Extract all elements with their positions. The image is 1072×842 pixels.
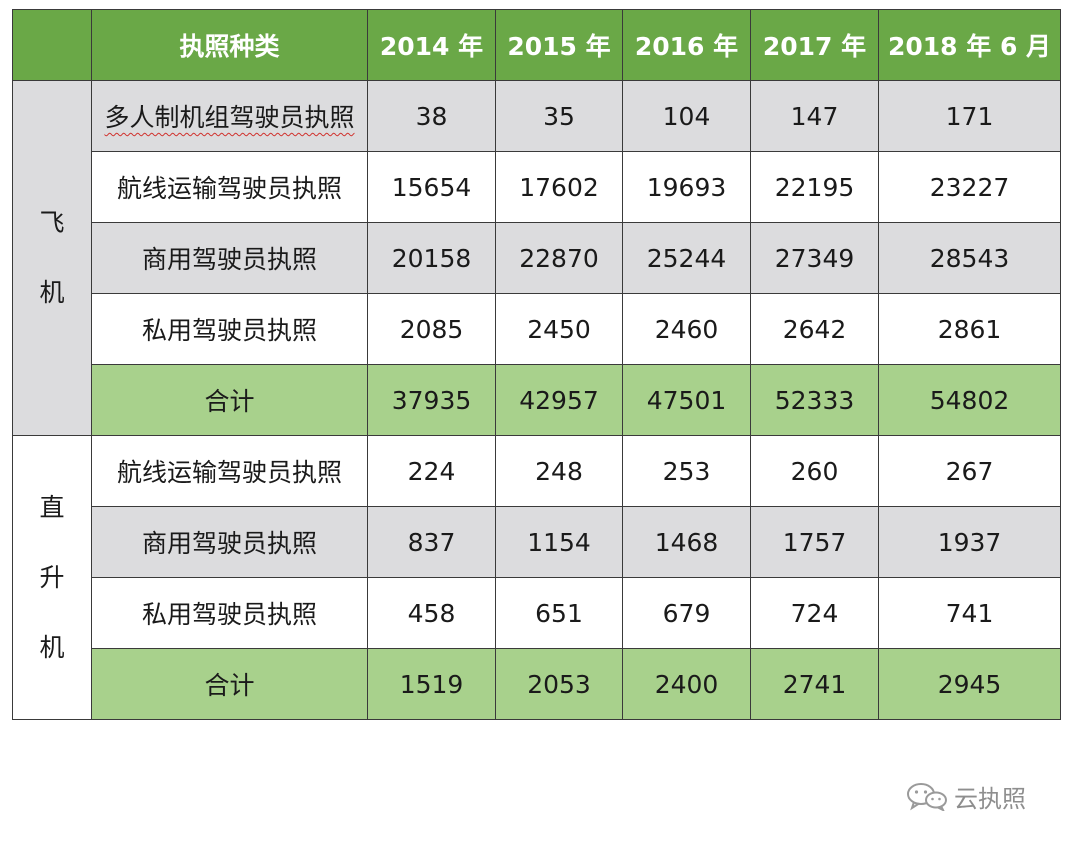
total-value: 2741 xyxy=(750,648,879,720)
license-type-cell: 私用驾驶员执照 xyxy=(91,293,368,365)
total-label: 合计 xyxy=(91,364,368,436)
value-cell: 15654 xyxy=(367,151,496,223)
license-type-cell: 商用驾驶员执照 xyxy=(91,506,368,578)
license-type-cell: 私用驾驶员执照 xyxy=(91,577,368,649)
value-cell: 248 xyxy=(495,435,623,507)
value-cell: 253 xyxy=(622,435,751,507)
header-year: 2018 年 6 月 xyxy=(878,9,1061,81)
header-year: 2016 年 xyxy=(622,9,751,81)
total-row: 合计 1519 2053 2400 2741 2945 xyxy=(13,648,1061,720)
license-type-cell: 多人制机组驾驶员执照 xyxy=(91,80,368,152)
value-cell: 2642 xyxy=(750,293,879,365)
value-cell: 2085 xyxy=(367,293,496,365)
value-cell: 20158 xyxy=(367,222,496,294)
total-value: 37935 xyxy=(367,364,496,436)
total-value: 42957 xyxy=(495,364,623,436)
license-type-cell: 航线运输驾驶员执照 xyxy=(91,151,368,223)
wechat-icon xyxy=(907,783,947,811)
header-row: 执照种类 2014 年 2015 年 2016 年 2017 年 2018 年 … xyxy=(12,9,1061,81)
table-row: 飞 机 多人制机组驾驶员执照 38 35 104 147 171 xyxy=(12,80,1061,436)
group-label-airplane: 飞 机 xyxy=(12,80,92,436)
value-cell: 741 xyxy=(878,577,1061,649)
license-type-cell: 商用驾驶员执照 xyxy=(91,222,368,294)
value-cell: 35 xyxy=(495,80,623,152)
watermark: 云执照 xyxy=(906,780,1026,813)
header-year: 2017 年 xyxy=(750,9,879,81)
value-cell: 651 xyxy=(495,577,623,649)
total-label: 合计 xyxy=(91,648,368,720)
value-cell: 2861 xyxy=(878,293,1061,365)
value-cell: 28543 xyxy=(878,222,1061,294)
license-type-cell: 航线运输驾驶员执照 xyxy=(91,435,368,507)
header-license-type: 执照种类 xyxy=(91,9,368,81)
table-row: 直 升 机 航线运输驾驶员执照 224 248 253 260 267 xyxy=(12,435,1061,720)
table-row: 航线运输驾驶员执照 15654 17602 19693 22195 23227 xyxy=(13,151,1061,223)
total-value: 52333 xyxy=(750,364,879,436)
total-value: 2053 xyxy=(495,648,623,720)
value-cell: 267 xyxy=(878,435,1061,507)
header-year: 2014 年 xyxy=(367,9,496,81)
value-cell: 27349 xyxy=(750,222,879,294)
table-row: 私用驾驶员执照 458 651 679 724 741 xyxy=(13,577,1061,649)
license-table: 执照种类 2014 年 2015 年 2016 年 2017 年 2018 年 … xyxy=(12,9,1061,720)
value-cell: 1937 xyxy=(878,506,1061,578)
value-cell: 147 xyxy=(750,80,879,152)
value-cell: 1757 xyxy=(750,506,879,578)
header-year: 2015 年 xyxy=(495,9,623,81)
value-cell: 458 xyxy=(367,577,496,649)
value-cell: 1154 xyxy=(495,506,623,578)
total-value: 2400 xyxy=(622,648,751,720)
value-cell: 22195 xyxy=(750,151,879,223)
total-value: 47501 xyxy=(622,364,751,436)
value-cell: 260 xyxy=(750,435,879,507)
value-cell: 17602 xyxy=(495,151,623,223)
watermark-text: 云执照 xyxy=(954,784,1026,813)
value-cell: 104 xyxy=(622,80,751,152)
value-cell: 19693 xyxy=(622,151,751,223)
value-cell: 724 xyxy=(750,577,879,649)
total-value: 54802 xyxy=(878,364,1061,436)
table-row: 商用驾驶员执照 20158 22870 25244 27349 28543 xyxy=(13,222,1061,294)
value-cell: 23227 xyxy=(878,151,1061,223)
value-cell: 679 xyxy=(622,577,751,649)
total-value: 2945 xyxy=(878,648,1061,720)
value-cell: 22870 xyxy=(495,222,623,294)
total-value: 1519 xyxy=(367,648,496,720)
total-row: 合计 37935 42957 47501 52333 54802 xyxy=(13,364,1061,436)
header-corner xyxy=(12,9,92,81)
value-cell: 171 xyxy=(878,80,1061,152)
table-row: 商用驾驶员执照 837 1154 1468 1757 1937 xyxy=(13,506,1061,578)
value-cell: 837 xyxy=(367,506,496,578)
group-label-helicopter: 直 升 机 xyxy=(12,435,92,720)
value-cell: 224 xyxy=(367,435,496,507)
value-cell: 2460 xyxy=(622,293,751,365)
table-row: 私用驾驶员执照 2085 2450 2460 2642 2861 xyxy=(13,293,1061,365)
value-cell: 38 xyxy=(367,80,496,152)
value-cell: 2450 xyxy=(495,293,623,365)
value-cell: 25244 xyxy=(622,222,751,294)
value-cell: 1468 xyxy=(622,506,751,578)
